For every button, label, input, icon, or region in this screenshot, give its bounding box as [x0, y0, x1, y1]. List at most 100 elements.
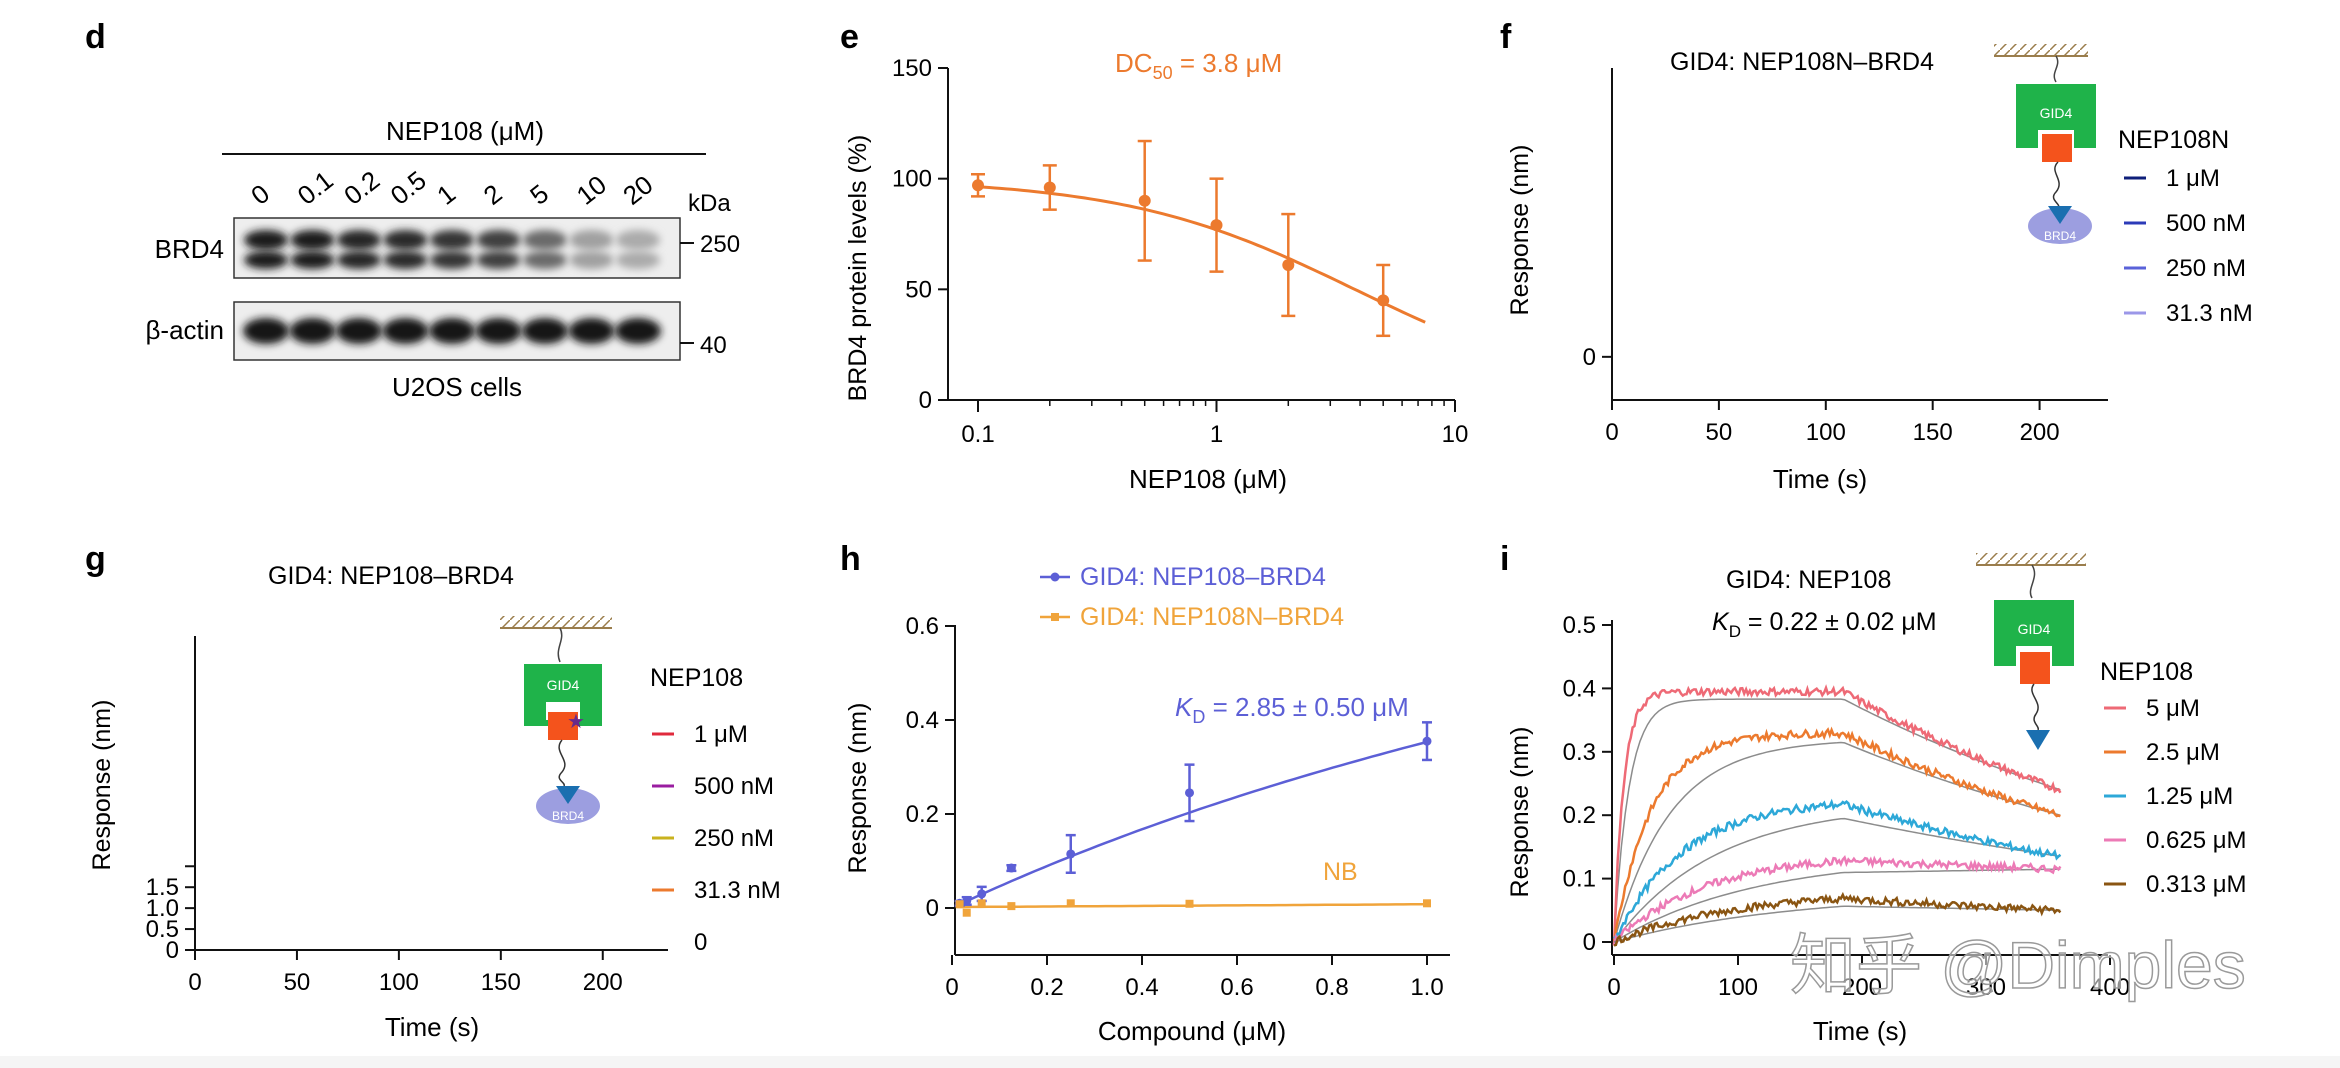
blot-bands [243, 230, 661, 344]
legend-entry: 0 [694, 929, 707, 956]
x-tick-label: 200 [1842, 974, 1882, 1001]
data-point [1185, 788, 1194, 798]
blot-caption: U2OS cells [392, 372, 522, 402]
data-point [1210, 219, 1223, 232]
y-tick-label: 0 [919, 387, 932, 414]
x-axis-label: Time (s) [385, 1012, 479, 1042]
sensor-surface [1994, 44, 2088, 56]
lane-label: 0.2 [338, 165, 385, 211]
chart-title: GID4: NEP108N–BRD4 [1670, 48, 1934, 76]
legend-entry: 0.313 μM [2146, 871, 2247, 898]
blot-band [290, 251, 335, 269]
legend-title: NEP108 [650, 664, 743, 692]
y-tick-label: 0.3 [1563, 739, 1596, 766]
sensor-surface [500, 616, 612, 628]
fit-curve [956, 740, 1428, 907]
blot-band [569, 230, 614, 250]
legend-entry: 1.25 μM [2146, 783, 2233, 810]
fit-curve [977, 185, 1426, 324]
legend-title: NEP108N [2118, 126, 2229, 154]
y-axis-label: Response (nm) [844, 703, 872, 874]
data-point [977, 889, 987, 899]
kd-annotation: KD = 2.85 ± 0.50 μM [1175, 692, 1409, 727]
x-tick-label: 100 [1718, 974, 1758, 1001]
blot-band [289, 318, 336, 344]
blot-band [337, 230, 381, 250]
linker [557, 627, 563, 663]
x-tick-label: 0 [1605, 419, 1618, 446]
blot-band [616, 230, 660, 250]
panel-d: d NEP108 (μM) 0 0.1 0.2 0.5 1 2 5 10 20 kDa BRD4… [85, 18, 740, 402]
star-icon: ★ [567, 711, 585, 733]
blot-band [476, 251, 521, 269]
brd4-label: BRD4 [552, 809, 584, 823]
series-line [1612, 726, 2061, 946]
data-point [1066, 899, 1075, 908]
blot-band [568, 318, 615, 344]
series-line [1612, 798, 2062, 940]
y-tick-label: 0.5 [1563, 612, 1596, 639]
model-fit-curve [1613, 868, 2061, 943]
blot-band [244, 230, 288, 250]
binding-diagram: GID4 [1976, 553, 2086, 750]
blot-band [383, 230, 428, 250]
x-axis-label: NEP108 (μM) [1129, 464, 1287, 494]
warhead-triangle [556, 786, 580, 804]
actin-row-label: β-actin [145, 315, 224, 345]
x-tick-label: 300 [1966, 974, 2006, 1001]
sensor-surface [1976, 553, 2086, 565]
x-tick-label: 0.1 [961, 421, 994, 448]
model-fit-curve [1613, 817, 2061, 943]
y-tick-label: 0 [926, 895, 939, 922]
bottom-strip [0, 1056, 2340, 1068]
lane-label: 0.1 [292, 165, 339, 211]
x-tick-label: 0.6 [1220, 974, 1253, 1001]
nb-annotation: NB [1323, 858, 1358, 886]
y-tick-label: 0 [1583, 344, 1596, 371]
data-point [977, 899, 986, 908]
legend-marker [1051, 613, 1059, 621]
x-tick-label: 100 [379, 969, 419, 996]
series-line [1612, 684, 2062, 946]
legend-entry: 500 nM [694, 773, 774, 800]
y-axis-label: Response (nm) [1506, 145, 1534, 316]
legend-entry: 2.5 μM [2146, 739, 2220, 766]
brd4-label: BRD4 [2044, 229, 2076, 243]
blot-band [569, 251, 614, 269]
y-tick-label: 0.2 [906, 801, 939, 828]
legend-entry: 1 μM [2166, 165, 2220, 192]
panel-g: g GID4: NEP108–BRD4 0 50 100 150 20000.51.01… [85, 540, 781, 1042]
treatment-label: NEP108 (μM) [386, 116, 544, 146]
blot-band [290, 230, 335, 250]
x-tick-label: 50 [1706, 419, 1733, 446]
lane-label: 10 [571, 169, 612, 210]
x-tick-label: 150 [1913, 419, 1953, 446]
y-tick-label: 50 [905, 276, 932, 303]
x-tick-label: 150 [481, 969, 521, 996]
lane-label: 5 [524, 178, 554, 211]
series-line [1612, 855, 2062, 946]
ligand-square [2042, 134, 2072, 162]
binding-diagram: GID4 ★ BRD4 [500, 616, 612, 824]
blot-band [522, 318, 568, 344]
data-point [962, 908, 971, 917]
panel-i: i GID4: NEP108 KD = 0.22 ± 0.02 μM 0 100 2… [1500, 540, 2247, 1046]
legend: 1 μM 500 nM 250 nM 31.3 nM 0 [652, 721, 781, 956]
gid4-label: GID4 [2018, 621, 2051, 637]
x-tick-label: 0 [1607, 974, 1620, 1001]
brd4-blob [536, 788, 600, 824]
legend: 1 μM 500 nM 250 nM 31.3 nM [2124, 165, 2253, 327]
blot-band [476, 230, 521, 250]
panel-e: e DC50 = 3.8 μM 0 50 100 150 0.1 1 10 NEP108 (… [840, 18, 1468, 494]
x-tick-label: 1 [1210, 421, 1223, 448]
gid4-label: GID4 [2040, 105, 2073, 121]
lane-labels: 0 0.1 0.2 0.5 1 2 5 10 20 [245, 165, 658, 211]
legend-entry: 250 nM [694, 825, 774, 852]
x-tick-label: 400 [2090, 974, 2130, 1001]
x-tick-label: 200 [583, 969, 623, 996]
blot-band [383, 251, 428, 269]
x-tick-label: 200 [2020, 419, 2060, 446]
blot-band [244, 251, 288, 269]
